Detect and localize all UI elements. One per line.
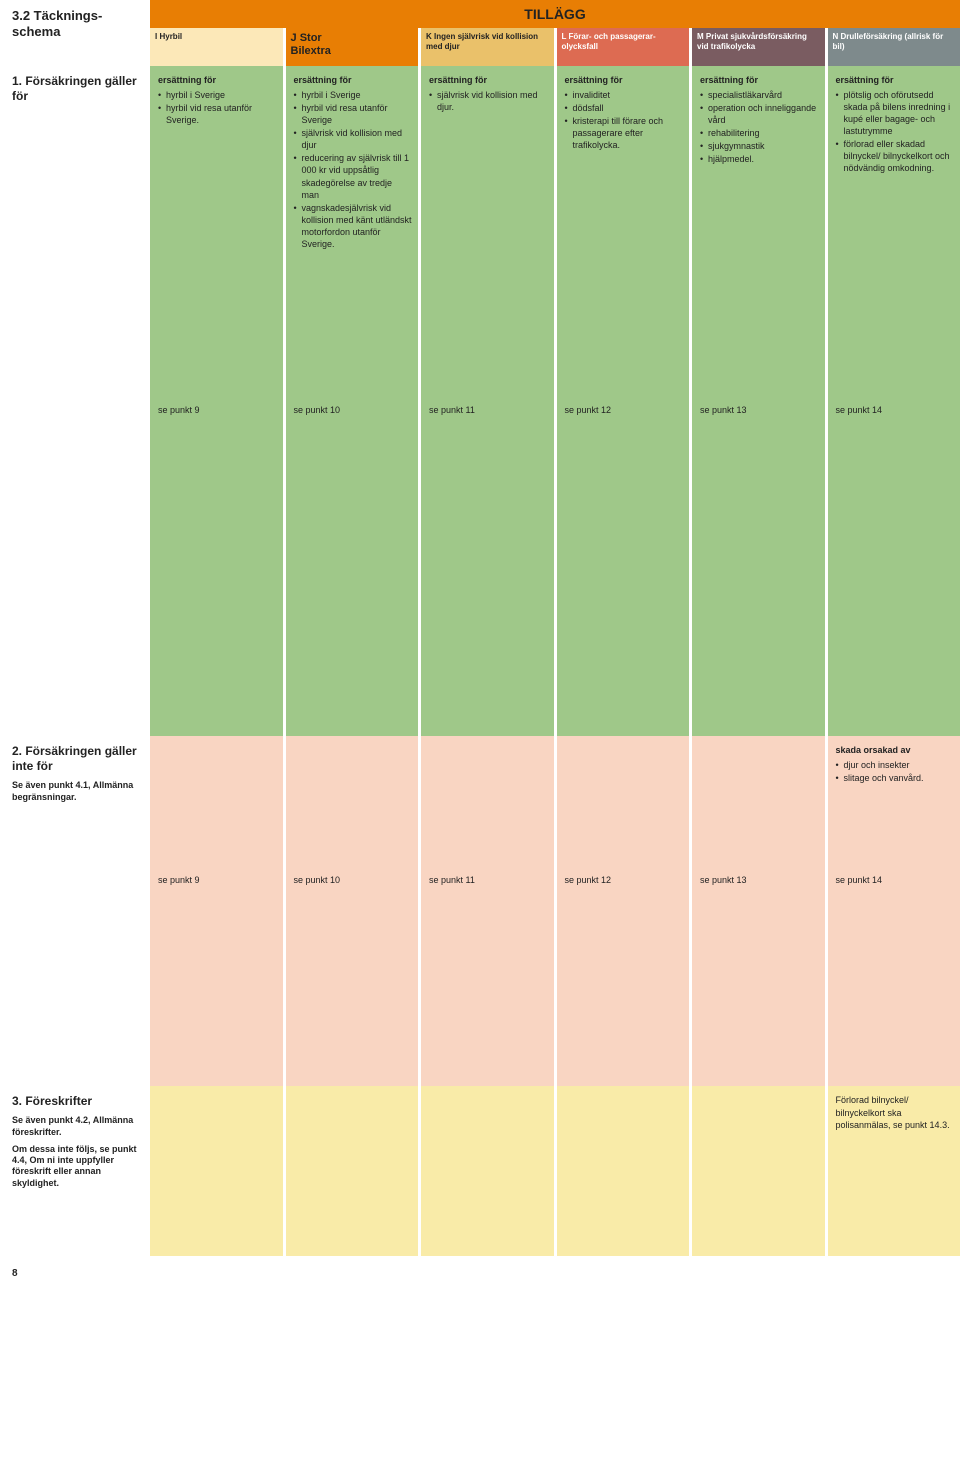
row2-cell-i <box>150 736 283 866</box>
row3-cell-j <box>286 1086 419 1256</box>
tillagg-label: TILLÄGG <box>524 6 585 22</box>
page-wrap: 3.2 Täcknings­schema TILLÄGG I Hyrbil J … <box>0 0 960 1319</box>
list-item: djur och insekter <box>836 759 955 771</box>
list-item: specialist­läkarvård <box>700 89 819 101</box>
list-item: vagnskade­självrisk vid kollision med kä… <box>294 202 413 251</box>
row2-cell-m <box>692 736 825 866</box>
row3-cell-n: Förlorad bilnyckel/ bilnyckelkort ska po… <box>828 1086 960 1256</box>
list-item: rehabilitering <box>700 127 819 139</box>
list-item: hyrbil i Sverige <box>158 89 277 101</box>
list-item: förlorad eller skadad bilnyckel/ bilnyck… <box>836 138 955 174</box>
list-item: sjukgymnastik <box>700 140 819 152</box>
ref-cell: se punkt 13 <box>692 396 825 736</box>
row2-refs: se punkt 9 se punkt 10 se punkt 11 se pu… <box>0 866 960 1086</box>
row1-label: 1. Försäkringen gäller för <box>0 66 150 396</box>
row3-sub2: Om dessa inte följs, se punkt 4.4, Om ni… <box>12 1144 144 1189</box>
row2-cell-j <box>286 736 419 866</box>
row3: 3. Föreskrifter Se även punkt 4.2, Allmä… <box>0 1086 960 1256</box>
row1-cell-j: ersättning för hyrbil i Sverigehyrbil vi… <box>286 66 419 396</box>
list-item: självrisk vid kollision med djur. <box>429 89 548 113</box>
list-item: hjälpmedel. <box>700 153 819 165</box>
list-item: plötslig och oförutsedd skada på bilens … <box>836 89 955 138</box>
ref-cell: se punkt 14 <box>828 396 960 736</box>
list-item: kristerapi till förare och passagerare e… <box>565 115 684 151</box>
ref-cell: se punkt 13 <box>692 866 825 1086</box>
tillagg-bar: TILLÄGG <box>150 0 960 28</box>
col-header-i: I Hyrbil <box>150 28 283 66</box>
list-item: hyrbil vid resa utanför Sverige. <box>158 102 277 126</box>
header-row: 3.2 Täcknings­schema TILLÄGG I Hyrbil J … <box>0 0 960 66</box>
row1-cell-m: ersättning för specialist­läkarvårdopera… <box>692 66 825 396</box>
ref-cell: se punkt 9 <box>150 396 283 736</box>
row1-cell-i: ersättning för hyrbil i Sverigehyrbil vi… <box>150 66 283 396</box>
row3-cell-l <box>557 1086 690 1256</box>
row2-cell-n: skada orsakad av djur och insekterslitag… <box>828 736 960 866</box>
row1: 1. Försäkringen gäller för ersättning fö… <box>0 66 960 396</box>
row1-main: ersättning för hyrbil i Sverigehyrbil vi… <box>150 66 960 396</box>
row2-cell-l <box>557 736 690 866</box>
row3-cell-k <box>421 1086 554 1256</box>
list-item: dödsfall <box>565 102 684 114</box>
section-title-cell: 3.2 Täcknings­schema <box>0 0 150 66</box>
ref-cell: se punkt 9 <box>150 866 283 1086</box>
ref-cell: se punkt 11 <box>421 396 554 736</box>
col-header-k: K Ingen självrisk vid kollision med djur <box>421 28 554 66</box>
row3-main: Förlorad bilnyckel/ bilnyckelkort ska po… <box>150 1086 960 1256</box>
row3-sub: Se även punkt 4.2, Allmänna föreskrifter… <box>12 1115 144 1138</box>
ref-cell: se punkt 12 <box>557 866 690 1086</box>
row3-cell-i <box>150 1086 283 1256</box>
row1-cell-n: ersättning för plötslig och oförutsedd s… <box>828 66 960 396</box>
row1-cell-k: ersättning för självrisk vid kollision m… <box>421 66 554 396</box>
col-header-l: L Förar- och passagerar­olycksfall <box>557 28 690 66</box>
col-header-n: N Drulleför­säkring (all­risk för bil) <box>828 28 960 66</box>
row1-refs: se punkt 9 se punkt 10 se punkt 11 se pu… <box>0 396 960 736</box>
col-header-j: J Stor Bilextra <box>286 28 419 66</box>
row2-label: 2. Försäkringen gäller inte för <box>12 744 137 773</box>
list-item: invaliditet <box>565 89 684 101</box>
row3-label: 3. Föreskrifter <box>12 1094 92 1108</box>
row2-main: skada orsakad av djur och insekterslitag… <box>150 736 960 866</box>
list-item: slitage och van­vård. <box>836 772 955 784</box>
list-item: reducering av självrisk till 1 000 kr vi… <box>294 152 413 201</box>
row2-cell-k <box>421 736 554 866</box>
list-item: hyrbil i Sverige <box>294 89 413 101</box>
row3-label-cell: 3. Föreskrifter Se även punkt 4.2, Allmä… <box>0 1086 150 1256</box>
row2-sub: Se även punkt 4.1, Allmänna begränsninga… <box>12 780 144 803</box>
header-main: TILLÄGG I Hyrbil J Stor Bilextra K Ingen… <box>150 0 960 66</box>
list-item: självrisk vid kolli­sion med djur <box>294 127 413 151</box>
ref-cell: se punkt 12 <box>557 396 690 736</box>
section-title: 3.2 Täcknings­schema <box>12 8 144 39</box>
column-headers: I Hyrbil J Stor Bilextra K Ingen självri… <box>150 28 960 66</box>
row1-cell-l: ersättning för invaliditetdödsfallkriste… <box>557 66 690 396</box>
ref-cell: se punkt 11 <box>421 866 554 1086</box>
ref-cell: se punkt 10 <box>286 866 419 1086</box>
row2-label-cell: 2. Försäkringen gäller inte för Se även … <box>0 736 150 866</box>
page-number: 8 <box>0 1256 960 1279</box>
row2: 2. Försäkringen gäller inte för Se även … <box>0 736 960 866</box>
ref-cell: se punkt 14 <box>828 866 960 1086</box>
col-header-m: M Privat sjukvårds­försäkring vid trafik… <box>692 28 825 66</box>
row3-cell-m <box>692 1086 825 1256</box>
list-item: operation och inneliggande vård <box>700 102 819 126</box>
list-item: hyrbil vid resa utanför Sverige <box>294 102 413 126</box>
ref-cell: se punkt 10 <box>286 396 419 736</box>
